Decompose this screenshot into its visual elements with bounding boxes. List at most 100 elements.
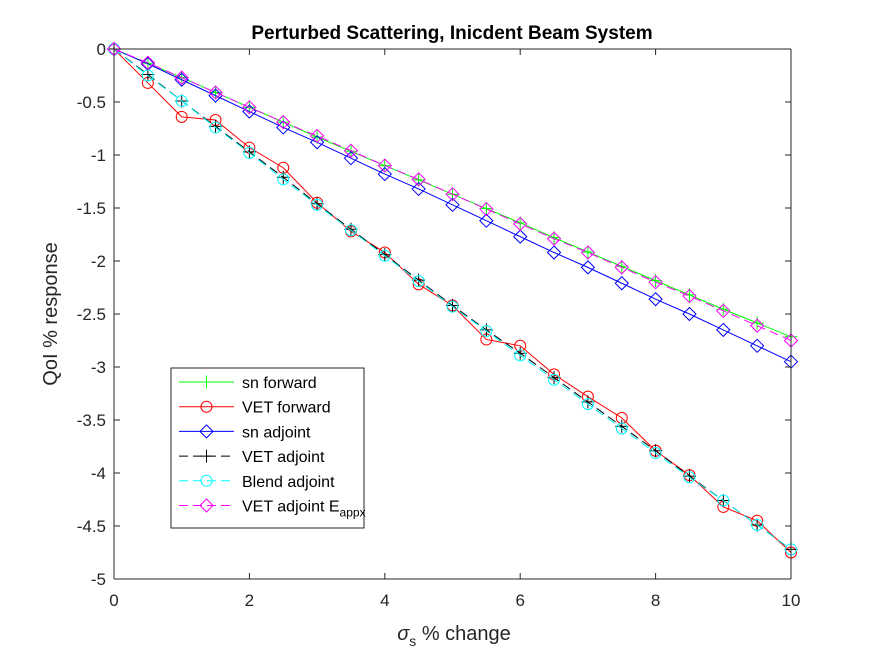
y-tick-label: -0.5 [77, 93, 106, 112]
legend-item-sn-adjoint: sn adjoint [179, 424, 311, 441]
x-axis-label: σs % change [397, 623, 511, 649]
point-sn-forward [513, 216, 527, 230]
x-axis-label-text: % change [416, 623, 511, 645]
point-sn-adjoint [580, 260, 596, 275]
point-sn-adjoint [749, 338, 765, 354]
x-tick-label: 0 [109, 591, 118, 610]
x-tick-label: 8 [651, 591, 660, 610]
point-sn-adjoint [682, 306, 697, 322]
legend-item-vet-forward: VET forward [179, 400, 331, 417]
point-sn-adjoint [411, 181, 426, 197]
legend: sn forward VET forward sn adjoint VET adjoi… [170, 367, 366, 529]
point-vet-adjoint-e-appx [343, 143, 359, 158]
point-vet-forward [175, 110, 188, 123]
point-blend-adjoint [615, 422, 628, 435]
legend-label-text: VET forward [242, 400, 331, 417]
point-sn-forward [209, 85, 223, 99]
point-blend-adjoint [717, 494, 730, 507]
point-vet-adjoint-e-appx [580, 245, 596, 260]
y-tick-label: -3 [91, 358, 106, 377]
x-tick-label: 2 [245, 591, 254, 610]
point-vet-adjoint [276, 170, 290, 184]
x-ticks: 0 2 4 6 8 10 [109, 49, 800, 610]
point-vet-adjoint-e-appx [208, 85, 223, 100]
x-tick-label: 6 [515, 591, 524, 610]
point-vet-adjoint-e-appx [479, 201, 494, 217]
legend-marker-vet-adjoint [200, 449, 213, 463]
point-sn-forward [412, 173, 426, 187]
point-sn-adjoint [648, 291, 663, 307]
point-vet-adjoint-e-appx [140, 55, 156, 70]
point-blend-adjoint [751, 518, 764, 531]
series-vet-adjoint [107, 42, 798, 556]
point-blend-adjoint [141, 69, 154, 82]
y-tick-label: -2 [91, 252, 106, 271]
point-sn-adjoint [343, 150, 359, 166]
series-line-sn-adjoint [113, 48, 792, 363]
legend-label-sn-forward: sn forward [242, 375, 317, 392]
point-sn-forward [615, 259, 629, 273]
legend-label-blend-adjoint: Blend adjoint [242, 474, 335, 491]
point-blend-adjoint [446, 300, 459, 313]
series-vet-adjoint-e-appx [106, 41, 799, 348]
series-sn-adjoint [106, 41, 799, 369]
legend-box [170, 367, 365, 529]
legend-item-vet-adjoint: VET adjoint [179, 449, 325, 466]
point-sn-adjoint [479, 213, 494, 228]
y-axis-label: QoI % response [40, 242, 62, 385]
point-sn-forward [479, 202, 493, 216]
point-vet-adjoint-e-appx [614, 260, 629, 275]
point-sn-adjoint [512, 229, 528, 244]
legend-label-text: sn adjoint [242, 424, 311, 441]
y-ticks: 0 -0.5 -1 -1.5 -2 -2.5 -3 -3.5 -4 -4.5 -5 [77, 40, 791, 589]
y-tick-label: -1.5 [77, 199, 106, 218]
point-blend-adjoint [581, 398, 594, 411]
legend-label-vet-adjoint-e-appx: VET adjoint Eappx [242, 499, 366, 520]
legend-marker-vet-forward [200, 400, 213, 413]
point-blend-adjoint [649, 446, 662, 459]
point-vet-adjoint-e-appx [512, 216, 528, 232]
x-axis-label-subscript: s [409, 633, 416, 649]
legend-items: sn forward VET forward sn adjoint VET adjoi… [179, 375, 366, 520]
point-blend-adjoint [209, 121, 222, 134]
y-tick-label: -4.5 [77, 517, 106, 536]
point-vet-adjoint-e-appx [716, 303, 731, 319]
point-blend-adjoint [548, 373, 561, 386]
point-sn-adjoint [276, 120, 291, 135]
point-blend-adjoint [175, 94, 188, 107]
point-blend-adjoint [683, 471, 696, 484]
point-blend-adjoint [480, 324, 493, 337]
point-sn-adjoint [377, 166, 393, 182]
point-sn-adjoint [309, 135, 325, 150]
point-blend-adjoint [311, 198, 324, 211]
point-blend-adjoint [344, 224, 357, 237]
point-vet-adjoint-e-appx [546, 231, 562, 246]
point-sn-adjoint [174, 72, 189, 87]
legend-label-text: VET adjoint [242, 449, 325, 466]
x-tick-label: 4 [380, 591, 389, 610]
legend-marker-sn-forward [200, 375, 213, 389]
point-vet-adjoint [581, 395, 595, 409]
point-vet-adjoint [513, 346, 527, 360]
x-axis-label-symbol: σ [397, 623, 410, 645]
point-vet-adjoint-e-appx [309, 128, 325, 144]
point-sn-adjoint [208, 88, 223, 103]
y-tick-label: 0 [97, 40, 106, 59]
series-blend-adjoint [108, 43, 797, 556]
series-line-vet-adjoint-e-appx [113, 48, 792, 341]
y-tick-label: -5 [91, 570, 106, 589]
legend-item-sn-forward: sn forward [179, 375, 317, 392]
point-sn-forward [310, 130, 324, 144]
point-sn-adjoint [716, 322, 731, 338]
point-blend-adjoint [378, 249, 391, 262]
chart-title: Perturbed Scattering, Inicdent Beam Syst… [251, 23, 652, 44]
point-vet-adjoint-e-appx [276, 114, 291, 130]
y-tick-label: -2.5 [77, 305, 106, 324]
point-sn-forward [682, 288, 696, 302]
point-blend-adjoint [277, 173, 290, 186]
legend-item-vet-adjoint-e-appx: VET adjoint Eappx [179, 498, 366, 520]
point-vet-adjoint-e-appx [445, 187, 460, 202]
point-vet-adjoint-e-appx [174, 70, 189, 85]
y-tick-label: -4 [91, 464, 106, 483]
